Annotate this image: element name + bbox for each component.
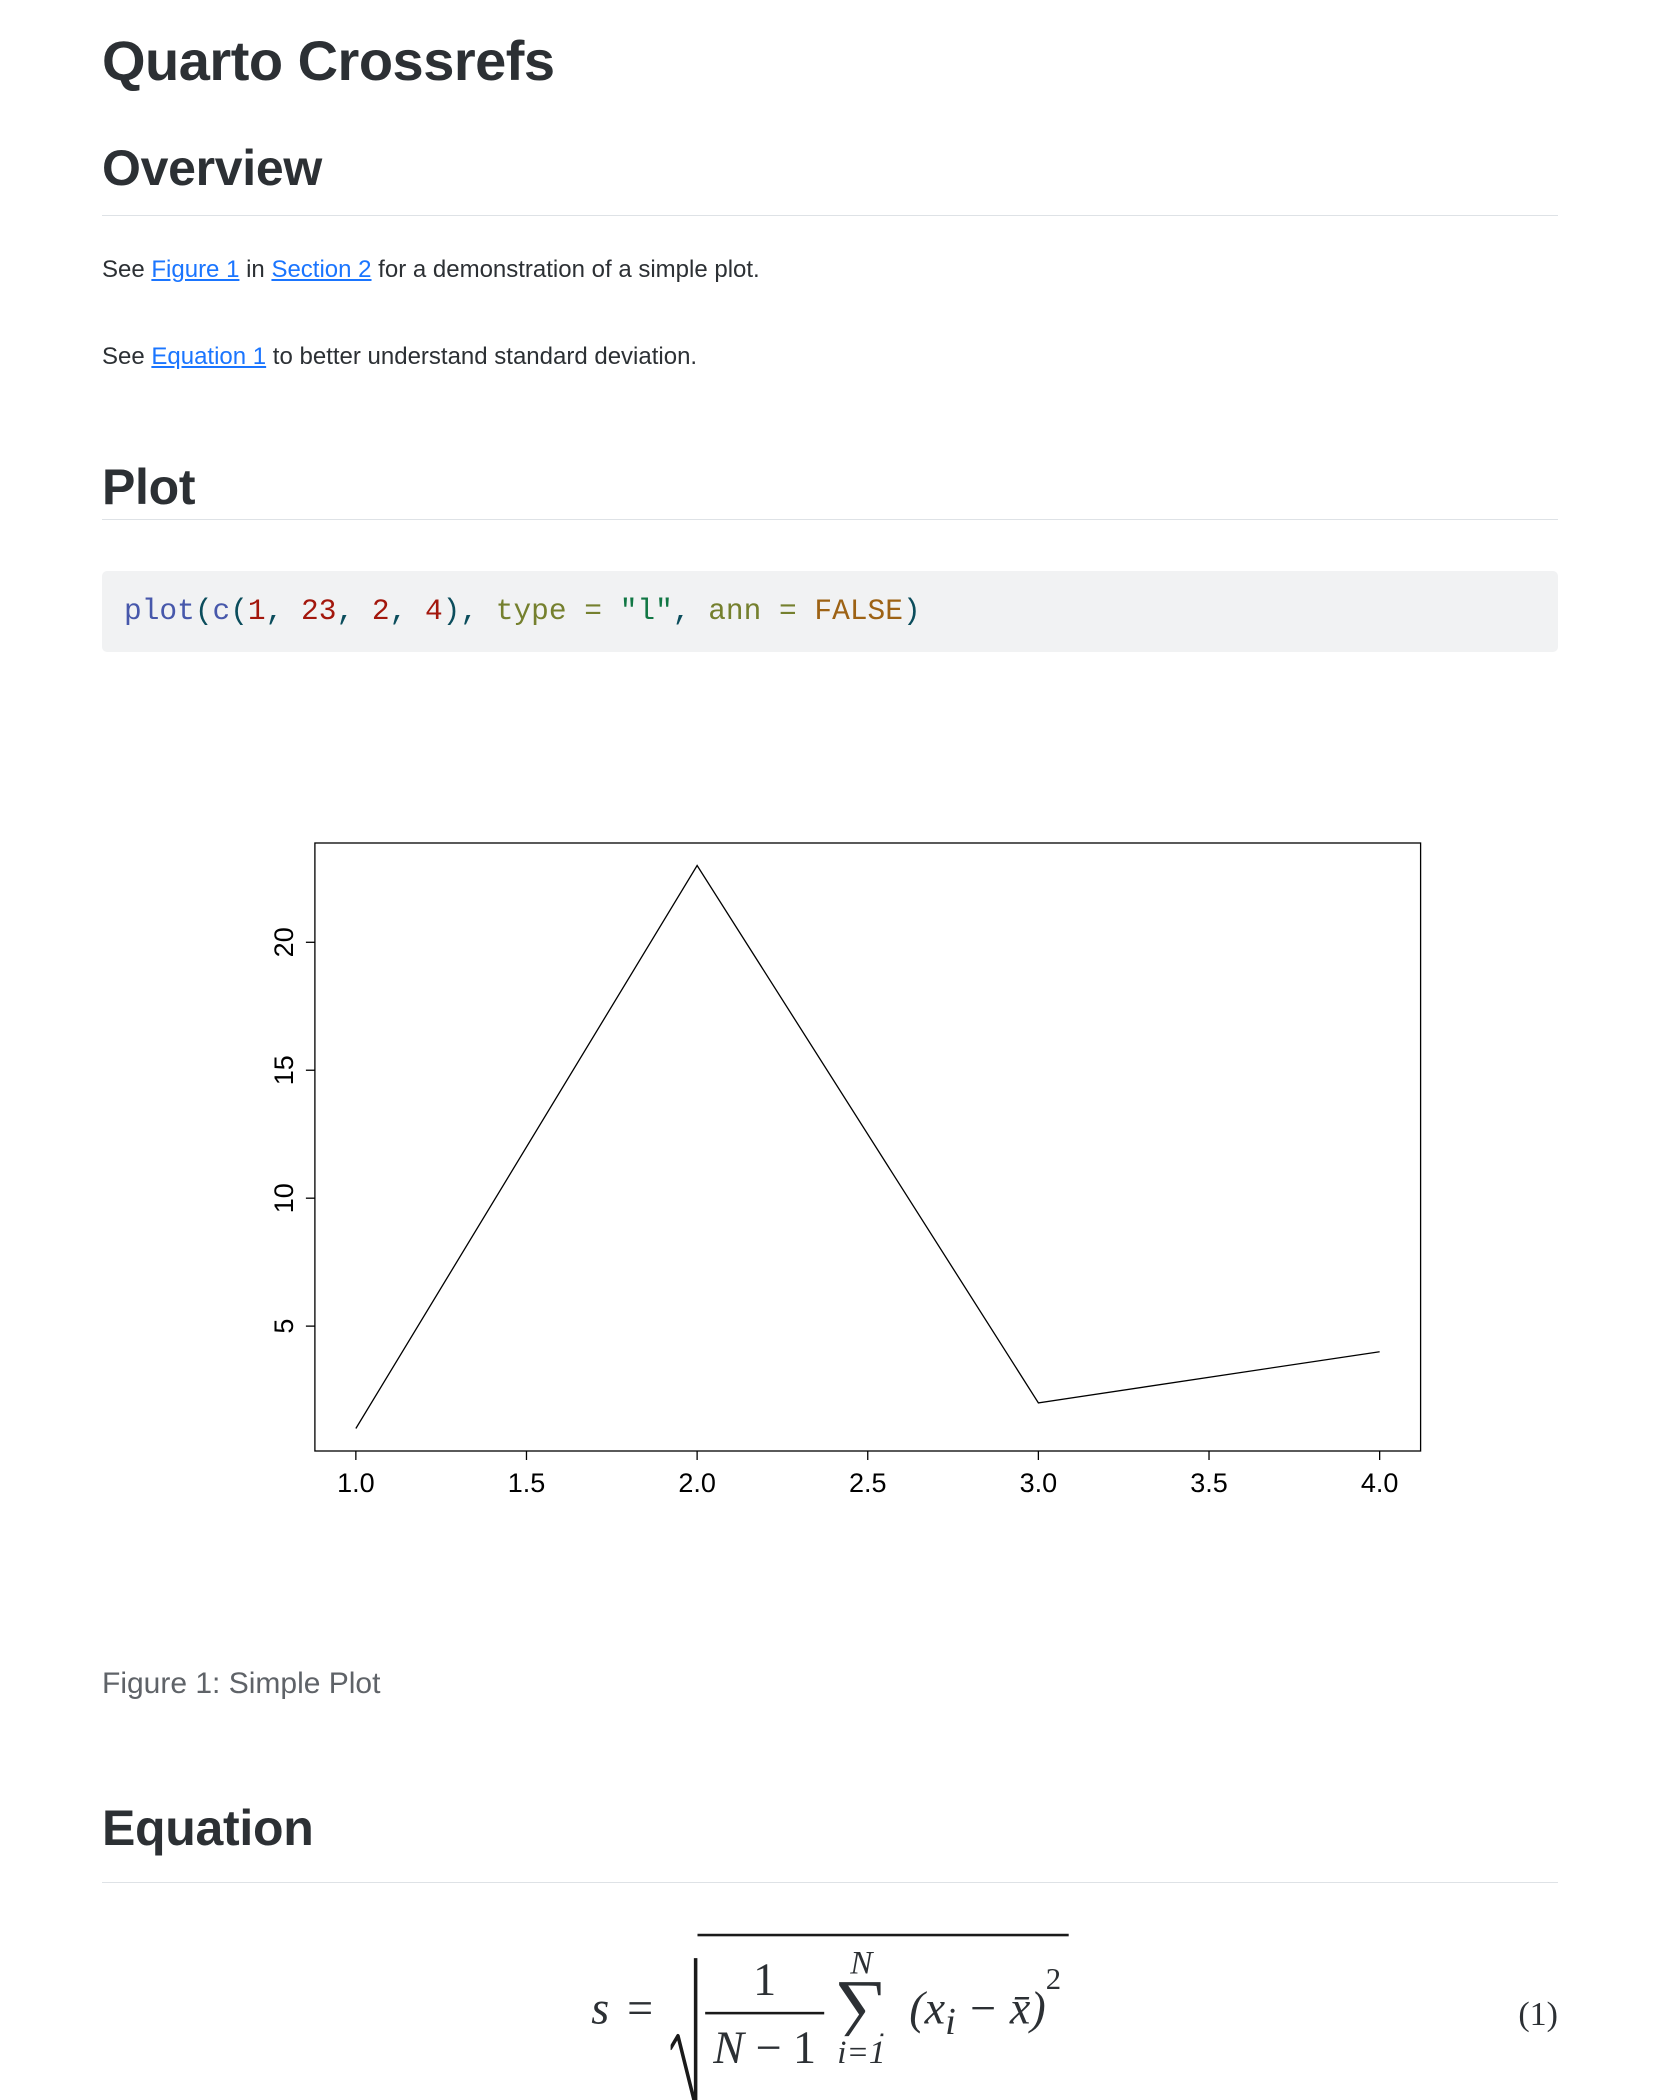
svg-text:1.5: 1.5	[508, 1468, 546, 1498]
svg-text:10: 10	[269, 1183, 299, 1213]
svg-text:3.0: 3.0	[1020, 1468, 1058, 1498]
svg-text:3.5: 3.5	[1190, 1468, 1228, 1498]
svg-text:5: 5	[269, 1319, 299, 1334]
svg-text:15: 15	[269, 1055, 299, 1085]
svg-text:2.5: 2.5	[849, 1468, 887, 1498]
svg-text:20: 20	[269, 927, 299, 957]
svg-text:4.0: 4.0	[1361, 1468, 1399, 1498]
svg-text:2.0: 2.0	[678, 1468, 716, 1498]
svg-text:1.0: 1.0	[337, 1468, 375, 1498]
